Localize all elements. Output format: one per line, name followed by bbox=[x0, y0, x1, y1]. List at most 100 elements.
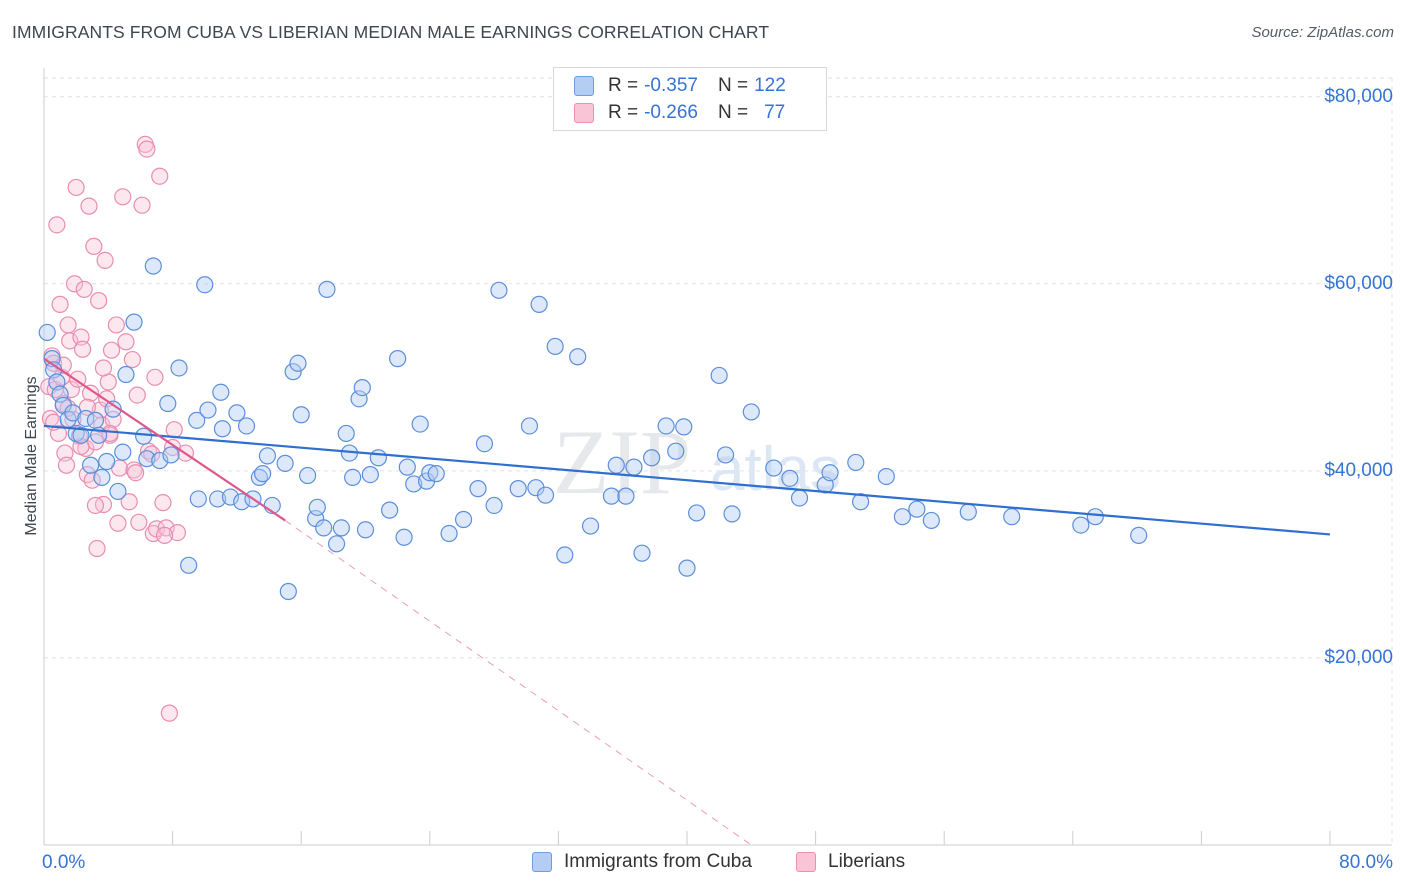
cuba-point-77 bbox=[475, 435, 494, 453]
n-label: N = bbox=[717, 102, 749, 123]
liberian-point-50 bbox=[133, 196, 151, 214]
cuba-point-89 bbox=[602, 487, 621, 505]
cuba-point-104 bbox=[765, 459, 783, 477]
cuba-point-57 bbox=[337, 424, 355, 443]
trend-line-liberians-extension bbox=[284, 520, 752, 846]
cuba-point-76 bbox=[469, 480, 487, 498]
cuba-point-97 bbox=[675, 418, 693, 436]
cuba-point-39 bbox=[237, 417, 256, 435]
liberian-point-59 bbox=[160, 704, 178, 722]
cuba-point-85 bbox=[546, 337, 564, 356]
cuba-point-46 bbox=[279, 582, 297, 601]
cuba-point-19 bbox=[117, 365, 135, 384]
liberian-point-54 bbox=[146, 368, 164, 386]
cuba-point-61 bbox=[353, 379, 371, 397]
cuba-point-21 bbox=[135, 427, 153, 445]
y-tick-label-0: $20,000 bbox=[1324, 646, 1393, 668]
n-value: 77 bbox=[764, 102, 786, 123]
liberian-point-61 bbox=[165, 421, 183, 439]
liberian-point-7 bbox=[51, 295, 69, 313]
x-tick-max: 80.0% bbox=[1339, 852, 1393, 873]
cuba-point-66 bbox=[389, 350, 407, 368]
source-label: Source: ZipAtlas.com bbox=[1251, 24, 1394, 41]
liberian-point-57 bbox=[154, 494, 172, 512]
cuba-point-67 bbox=[395, 528, 413, 546]
cuba-point-29 bbox=[188, 411, 206, 429]
cuba-point-108 bbox=[821, 464, 839, 482]
cuba-point-102 bbox=[723, 505, 741, 523]
cuba-point-113 bbox=[908, 500, 926, 518]
cuba-point-92 bbox=[625, 458, 643, 476]
cuba-point-81 bbox=[520, 417, 539, 435]
legend-swatch-cuba bbox=[574, 76, 594, 96]
liberian-point-30 bbox=[88, 539, 106, 558]
cuba-point-52 bbox=[308, 498, 326, 516]
liberian-point-48 bbox=[128, 386, 146, 404]
cuba-point-109 bbox=[847, 453, 865, 472]
liberian-point-24 bbox=[78, 465, 97, 484]
cuba-point-35 bbox=[213, 420, 232, 438]
cuba-point-11 bbox=[82, 456, 100, 474]
cuba-point-4 bbox=[51, 385, 69, 403]
cuba-point-59 bbox=[344, 468, 362, 487]
trend-lines bbox=[43, 357, 1331, 846]
trend-line-cuba bbox=[43, 424, 1331, 536]
cuba-point-93 bbox=[633, 544, 651, 562]
cuba-point-54 bbox=[318, 280, 336, 298]
cuba-point-38 bbox=[233, 493, 251, 511]
cuba-point-83 bbox=[530, 295, 548, 313]
cuba-point-49 bbox=[292, 406, 310, 424]
cuba-point-119 bbox=[1130, 526, 1148, 544]
cuba-point-80 bbox=[509, 480, 527, 498]
liberian-point-13 bbox=[61, 332, 79, 350]
y-tick-label-2: $60,000 bbox=[1324, 272, 1393, 294]
cuba-point-88 bbox=[581, 517, 600, 535]
liberian-point-5 bbox=[48, 216, 66, 234]
cuba-point-87 bbox=[569, 348, 587, 366]
liberian-point-64 bbox=[138, 140, 156, 158]
cuba-point-70 bbox=[411, 415, 429, 433]
liberian-point-35 bbox=[96, 251, 114, 269]
liberian-point-44 bbox=[117, 333, 135, 351]
liberian-point-75 bbox=[155, 526, 174, 544]
cuba-point-53 bbox=[315, 519, 333, 537]
cuba-point-75 bbox=[454, 510, 473, 529]
r-value: -0.357 bbox=[644, 75, 698, 96]
liberian-point-25 bbox=[80, 197, 98, 215]
axes bbox=[43, 68, 1393, 846]
liberian-point-6 bbox=[49, 424, 68, 443]
cuba-point-64 bbox=[369, 449, 387, 467]
cuba-point-114 bbox=[922, 511, 940, 530]
legend-item-liberians: Liberians bbox=[796, 851, 905, 873]
series-liberians bbox=[40, 135, 195, 722]
cuba-point-18 bbox=[114, 443, 132, 461]
cuba-point-74 bbox=[440, 524, 458, 543]
watermark-zip: ZIP bbox=[553, 411, 691, 513]
legend-swatch-liberians bbox=[796, 852, 816, 872]
cuba-point-43 bbox=[258, 447, 277, 465]
legend-label-liberians: Liberians bbox=[828, 851, 906, 872]
legend-swatch-liberians bbox=[574, 103, 594, 123]
liberian-point-43 bbox=[114, 188, 132, 206]
liberian-point-49 bbox=[130, 513, 148, 531]
liberian-point-17 bbox=[67, 178, 85, 197]
liberian-point-21 bbox=[73, 340, 92, 358]
liberian-point-67 bbox=[94, 359, 113, 377]
liberian-point-31 bbox=[90, 292, 108, 310]
cuba-point-103 bbox=[742, 403, 760, 421]
cuba-point-30 bbox=[189, 490, 207, 508]
cuba-point-37 bbox=[228, 404, 246, 422]
cuba-point-90 bbox=[607, 456, 625, 474]
chart-title: IMMIGRANTS FROM CUBA VS LIBERIAN MEDIAN … bbox=[12, 22, 770, 42]
liberian-point-73 bbox=[127, 464, 145, 482]
legend-swatch-cuba bbox=[532, 852, 552, 872]
liberian-point-28 bbox=[85, 237, 103, 255]
cuba-point-32 bbox=[199, 401, 217, 419]
cuba-point-79 bbox=[490, 281, 508, 299]
r-label: R = bbox=[608, 75, 639, 96]
liberian-point-11 bbox=[57, 456, 76, 474]
cuba-point-68 bbox=[398, 458, 416, 476]
cuba-point-27 bbox=[170, 359, 188, 377]
cuba-point-28 bbox=[180, 556, 198, 574]
